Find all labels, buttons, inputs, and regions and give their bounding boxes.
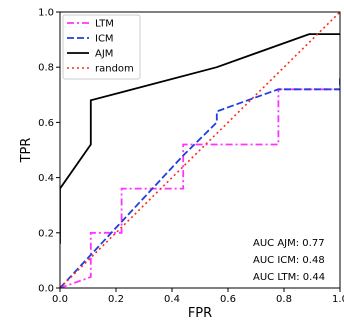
x-tick-label: 0.0 <box>52 294 68 305</box>
legend: LTM ICM AJM random <box>62 14 141 80</box>
auc-annotation: AUC ICM: 0.48 <box>253 255 325 266</box>
legend-label-random: random <box>95 64 134 75</box>
y-tick-label: 0.2 <box>38 228 54 239</box>
y-tick-label: 0.6 <box>38 118 54 129</box>
y-tick-label: 0.0 <box>38 284 54 295</box>
series-line-ajm <box>60 33 340 244</box>
y-tick-label: 0.4 <box>38 173 54 184</box>
x-tick-label: 0.8 <box>276 294 292 305</box>
y-tick-label: 0.8 <box>38 63 54 74</box>
legend-label-icm: ICM <box>95 34 114 45</box>
plot-frame <box>59 11 341 289</box>
x-tick-label: 0.6 <box>220 294 236 305</box>
legend-label-ltm: LTM <box>95 19 114 30</box>
legend-box <box>62 14 141 80</box>
x-tick-label: 0.2 <box>108 294 124 305</box>
y-tick-label: 1.0 <box>38 8 54 19</box>
auc-annotation: AUC LTM: 0.44 <box>253 272 325 283</box>
series-line-icm <box>60 78 340 288</box>
x-tick-label: 1.0 <box>332 294 344 305</box>
x-tick-label: 0.4 <box>164 294 180 305</box>
y-axis-label: TPR <box>19 138 34 164</box>
series-line-ltm <box>60 88 340 288</box>
auc-annotation: AUC AJM: 0.77 <box>253 238 325 249</box>
series-line-random <box>60 12 340 288</box>
x-axis-label: FPR <box>188 306 212 321</box>
legend-label-ajm: AJM <box>95 49 113 60</box>
